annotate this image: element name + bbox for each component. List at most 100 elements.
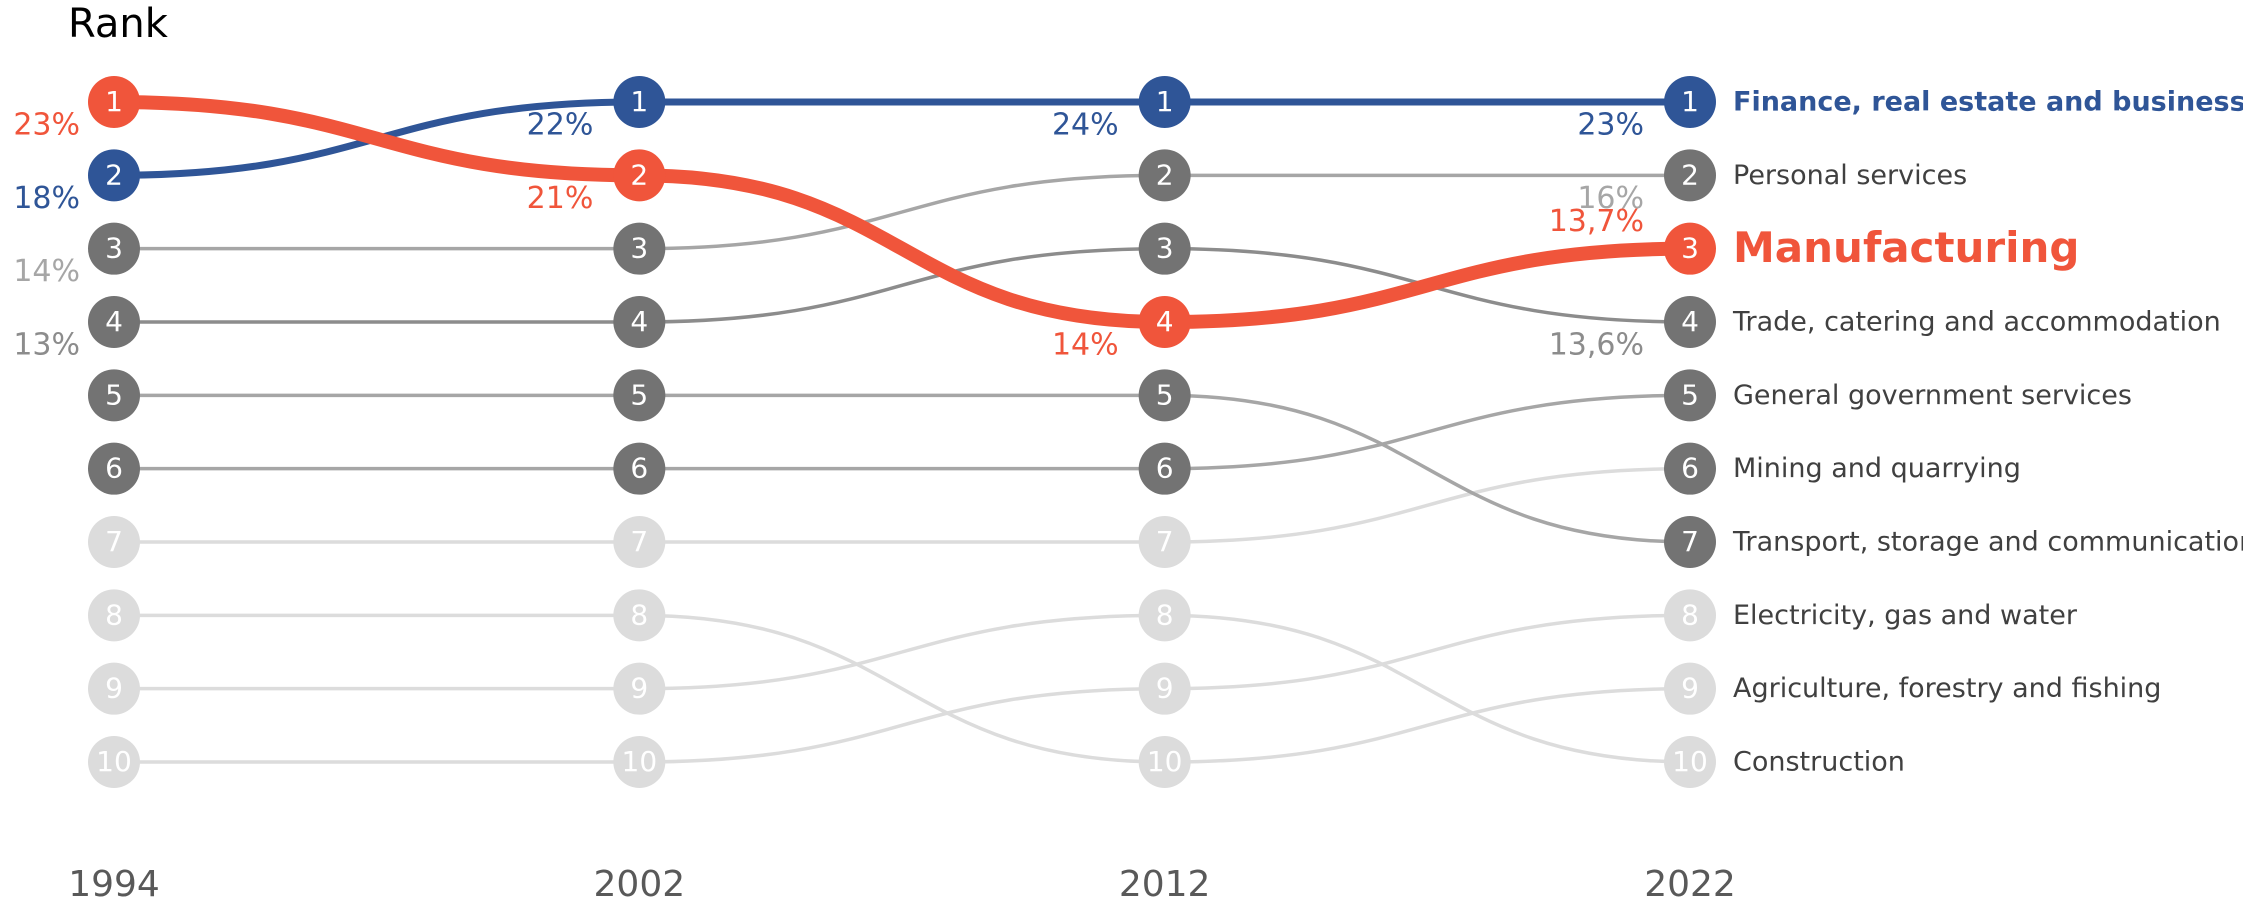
share-label: 16%: [1577, 181, 1644, 216]
rank-label: 7: [105, 525, 123, 558]
share-label: 14%: [1052, 328, 1119, 363]
rank-label: 9: [1156, 672, 1174, 705]
markers: 2 18% 1 22% 1 24% 1 23% 3 14% 3 2 2 16% 1 23% 2 21% 4 14% 3 1…: [13, 76, 1716, 788]
rank-marker: [88, 222, 140, 275]
rank-marker: [1138, 149, 1191, 202]
rank-label: 2: [105, 158, 123, 191]
legend-label: Trade, catering and accommodation: [1732, 307, 2221, 338]
series-line: [114, 613, 1691, 764]
rank-marker: [1138, 662, 1191, 715]
x-tick-label: 2002: [594, 864, 686, 905]
share-label: 13,6%: [1549, 328, 1644, 363]
series-line: [114, 613, 1691, 764]
rank-label: 2: [1156, 158, 1174, 191]
rank-label: 4: [105, 305, 123, 338]
share-label: 13,7%: [1549, 204, 1644, 239]
rank-label: 7: [1681, 525, 1699, 558]
rank-label: 9: [105, 672, 123, 705]
series-line: [113, 95, 1691, 330]
rank-marker: [88, 296, 140, 348]
rank-marker: [1664, 222, 1716, 275]
rank-label: 2: [630, 158, 648, 191]
rank-label: 4: [1156, 305, 1174, 338]
rank-marker: [613, 662, 666, 715]
rank-marker: [88, 442, 140, 495]
rank-label: 5: [1156, 378, 1174, 411]
rank-marker: [1664, 662, 1716, 715]
share-label: 13%: [13, 328, 80, 363]
rank-marker: [1138, 222, 1191, 275]
rank-marker: [613, 296, 666, 348]
rank-marker: [88, 369, 140, 422]
rank-label: 5: [105, 378, 123, 411]
rank-marker: [88, 516, 140, 568]
rank-label: 1: [1156, 85, 1174, 118]
rank-label: 5: [630, 378, 648, 411]
rank-marker: [1664, 76, 1716, 128]
rank-marker: [88, 736, 140, 788]
series-line: [113, 466, 1691, 544]
series-line: [114, 393, 1691, 471]
rank-label: 4: [630, 305, 648, 338]
rank-label: 5: [1681, 378, 1699, 411]
rank-label: 4: [1681, 305, 1699, 338]
rank-marker: [1664, 296, 1716, 348]
share-label: 23%: [1577, 108, 1644, 143]
rank-label: 8: [1156, 598, 1174, 631]
rank-label: 3: [630, 232, 648, 265]
rank-label: 7: [630, 525, 648, 558]
rank-marker: [613, 369, 666, 422]
rank-marker: [613, 516, 666, 568]
legend-label: Finance, real estate and business servic…: [1733, 87, 2243, 118]
rank-marker: [88, 589, 140, 642]
rank-label: 8: [105, 598, 123, 631]
rank-label: 3: [105, 232, 123, 265]
rank-marker: [88, 149, 140, 202]
rank-marker: [1664, 149, 1716, 202]
rank-label: 10: [96, 745, 132, 778]
rank-label: 8: [1681, 598, 1699, 631]
rank-label: 10: [622, 745, 658, 778]
rank-marker: [613, 76, 666, 128]
legend-label: General government services: [1733, 380, 2132, 411]
rank-label: 6: [630, 452, 648, 485]
rank-label: 9: [1681, 672, 1699, 705]
rank-marker: [88, 76, 140, 128]
legend-label: Personal services: [1733, 160, 1967, 191]
share-label: 23%: [13, 108, 80, 143]
rank-marker: [1138, 369, 1191, 422]
share-label: 22%: [527, 108, 594, 143]
series-line: [114, 613, 1691, 764]
legend-label: Agriculture, forestry and fishing: [1733, 673, 2161, 704]
rank-marker: [613, 736, 666, 788]
rank-label: 6: [105, 452, 123, 485]
rank-marker: [613, 222, 666, 275]
rank-marker: [1664, 516, 1716, 568]
rank-marker: [1664, 736, 1716, 788]
rank-marker: [1664, 589, 1716, 642]
legend-label: Electricity, gas and water: [1733, 600, 2078, 631]
rank-label: 10: [1147, 745, 1183, 778]
rank-label: 6: [1156, 452, 1174, 485]
rank-marker: [1138, 516, 1191, 568]
rank-marker: [613, 442, 666, 495]
rank-label: 10: [1672, 745, 1708, 778]
rank-marker: [1664, 442, 1716, 495]
share-label: 18%: [13, 181, 80, 216]
y-axis-title: Rank: [68, 1, 169, 47]
rank-marker: [1138, 736, 1191, 788]
rank-label: 6: [1681, 452, 1699, 485]
share-label: 24%: [1052, 108, 1119, 143]
rank-marker: [613, 149, 666, 202]
share-label: 21%: [527, 181, 594, 216]
rank-marker: [1138, 76, 1191, 128]
rank-label: 8: [630, 598, 648, 631]
rank-label: 3: [1156, 232, 1174, 265]
rank-label: 2: [1681, 158, 1699, 191]
lines: [113, 95, 1691, 764]
series-line: [113, 393, 1691, 544]
rank-marker: [1138, 589, 1191, 642]
legend-label: Mining and quarrying: [1733, 453, 2021, 484]
rank-label: 1: [105, 85, 123, 118]
